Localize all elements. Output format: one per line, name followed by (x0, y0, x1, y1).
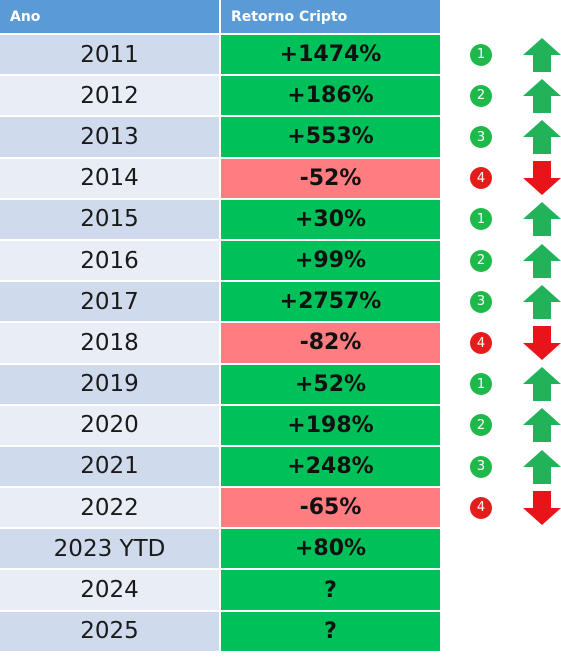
return-cell: +553% (221, 117, 440, 157)
return-cell: -65% (221, 488, 440, 528)
table-row: 2021 +248% (0, 444, 440, 487)
arrow-up-icon (523, 37, 561, 72)
return-cell: +99% (221, 240, 440, 281)
year-cell: 2015 (0, 199, 221, 239)
table-body: 2011 +1474% 2012 +186% 2013 +553% 2014 -52% 2015… (0, 33, 440, 651)
year-cell: 2013 (0, 117, 221, 157)
return-cell: -52% (221, 158, 440, 198)
year-cell: 2021 (0, 446, 221, 487)
cycle-badge: 4 (470, 332, 492, 354)
year-cell: 2017 (0, 282, 221, 322)
table-row: 2016 +99% (0, 238, 440, 281)
year-cell: 2025 (0, 611, 221, 651)
cycle-badge: 3 (470, 455, 492, 478)
year-cell: 2016 (0, 240, 221, 281)
cycle-badge: 1 (470, 373, 492, 396)
returns-table: Ano Retorno Cripto 2011 +1474% 2012 +186% 20… (0, 0, 440, 651)
arrow-down-icon (523, 161, 561, 196)
arrow-up-icon (523, 202, 561, 237)
cycle-badge: 3 (470, 126, 492, 148)
return-cell: -82% (221, 323, 440, 363)
year-cell: 2012 (0, 76, 221, 116)
return-cell: +80% (221, 529, 440, 569)
table-row: 2018 -82% (0, 321, 440, 363)
table-row: 2025? (0, 609, 440, 651)
arrow-up-icon (523, 408, 561, 443)
year-cell: 2019 (0, 364, 221, 404)
return-cell: +52% (221, 364, 440, 404)
table-row: 2012 +186% (0, 74, 440, 116)
table-row: 2022 -65% (0, 486, 440, 528)
arrow-up-icon (523, 243, 561, 278)
table-row: 2015 +30% (0, 197, 440, 239)
year-cell: 2011 (0, 35, 221, 75)
arrow-down-icon (523, 326, 561, 360)
arrow-up-icon (523, 78, 561, 113)
table-row: 2011 +1474% (0, 33, 440, 75)
arrow-up-icon (523, 120, 561, 154)
year-cell: 2023 YTD (0, 529, 221, 569)
table-row: 2013 +553% (0, 115, 440, 157)
cycle-badge: 4 (470, 496, 492, 519)
return-cell: +198% (221, 405, 440, 445)
cycle-badge: 4 (470, 167, 492, 190)
header-return: Retorno Cripto (231, 8, 348, 25)
return-cell: +30% (221, 199, 440, 239)
year-cell: 2020 (0, 405, 221, 445)
table-row: 2014 -52% (0, 156, 440, 198)
year-cell: 2024 (0, 570, 221, 610)
year-cell: 2014 (0, 158, 221, 198)
return-cell: ? (221, 570, 440, 610)
year-cell: 2022 (0, 488, 221, 528)
arrow-up-icon (523, 284, 561, 319)
year-cell: 2018 (0, 323, 221, 363)
arrow-down-icon (523, 490, 561, 525)
cycle-badge: 2 (470, 249, 492, 272)
table-row: 2023 YTD +80% (0, 527, 440, 569)
return-cell: +1474% (221, 35, 440, 75)
return-cell: +2757% (221, 282, 440, 322)
table-row: 2017 +2757% (0, 280, 440, 322)
table-row: 2024? (0, 568, 440, 610)
return-cell: +248% (221, 446, 440, 487)
table-row: 2019 +52% (0, 362, 440, 404)
return-cell: ? (221, 611, 440, 651)
cycle-badge: 2 (470, 84, 492, 107)
cycle-badge: 1 (470, 208, 492, 231)
header-year: Ano (0, 0, 221, 33)
table-row: 2020 +198% (0, 403, 440, 445)
cycle-badge: 1 (470, 43, 492, 66)
table-header: Ano Retorno Cripto (0, 0, 440, 33)
return-cell: +186% (221, 76, 440, 116)
cycle-badge: 2 (470, 414, 492, 437)
arrow-up-icon (523, 449, 561, 484)
cycle-badge: 3 (470, 290, 492, 313)
arrow-up-icon (523, 367, 561, 402)
